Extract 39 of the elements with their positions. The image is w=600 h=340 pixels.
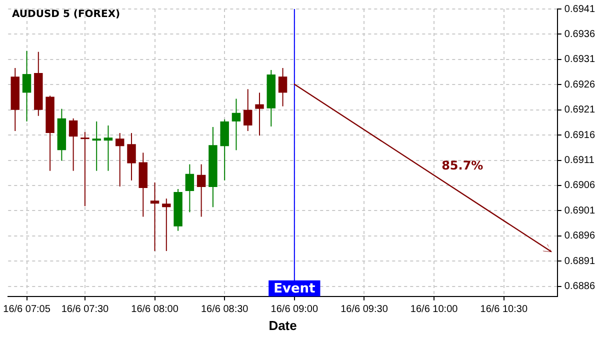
candlestick — [127, 132, 136, 181]
y-tick-label: 0.6911 — [564, 155, 595, 166]
y-tick-label: 0.6926 — [564, 79, 596, 90]
y-tick-label: 0.6896 — [564, 230, 596, 242]
candlestick — [22, 50, 32, 122]
y-tick-label: 0.6931 — [564, 54, 596, 66]
x-tick-label: 16/6 09:00 — [270, 304, 318, 316]
candlestick — [196, 164, 206, 218]
candlestick — [278, 67, 288, 107]
candlestick — [80, 132, 90, 207]
x-tick-label: 16/6 08:30 — [200, 304, 249, 316]
candlestick — [232, 98, 241, 151]
y-tick-label: 0.6916 — [564, 130, 596, 141]
candlestick — [150, 182, 160, 252]
candlestick — [255, 92, 264, 136]
candlestick — [185, 164, 194, 213]
chart-title: AUDUSD 5 (FOREX) — [12, 9, 120, 20]
y-tick-label: 0.6936 — [564, 28, 596, 40]
x-tick-label: 16/6 10:00 — [410, 304, 458, 316]
x-axis-title: Date — [268, 318, 297, 333]
candlestick — [92, 120, 101, 172]
x-tick-label: 16/6 07:05 — [3, 304, 51, 316]
y-tick-label: 0.6921 — [564, 104, 596, 116]
candlestick — [162, 198, 171, 252]
ref-line-label: Event — [274, 281, 316, 296]
y-tick-label: 0.6906 — [564, 180, 596, 192]
x-tick-label: 16/6 10:30 — [480, 304, 528, 316]
candlestick — [116, 132, 124, 187]
y-tick-label: 0.6901 — [564, 205, 596, 216]
candlestick — [104, 124, 113, 172]
candlestick — [244, 88, 252, 132]
candlestick — [68, 118, 78, 172]
x-tick-label: 16/6 09:30 — [340, 304, 388, 316]
y-tick-label: 0.6941 — [564, 4, 596, 15]
y-tick-label: 0.6886 — [564, 281, 596, 292]
y-tick-label: 0.6891 — [564, 256, 596, 267]
annotation: 85.7% — [442, 158, 484, 173]
x-tick-label: 16/6 07:30 — [61, 304, 110, 316]
x-tick-label: 16/6 08:00 — [131, 304, 179, 316]
